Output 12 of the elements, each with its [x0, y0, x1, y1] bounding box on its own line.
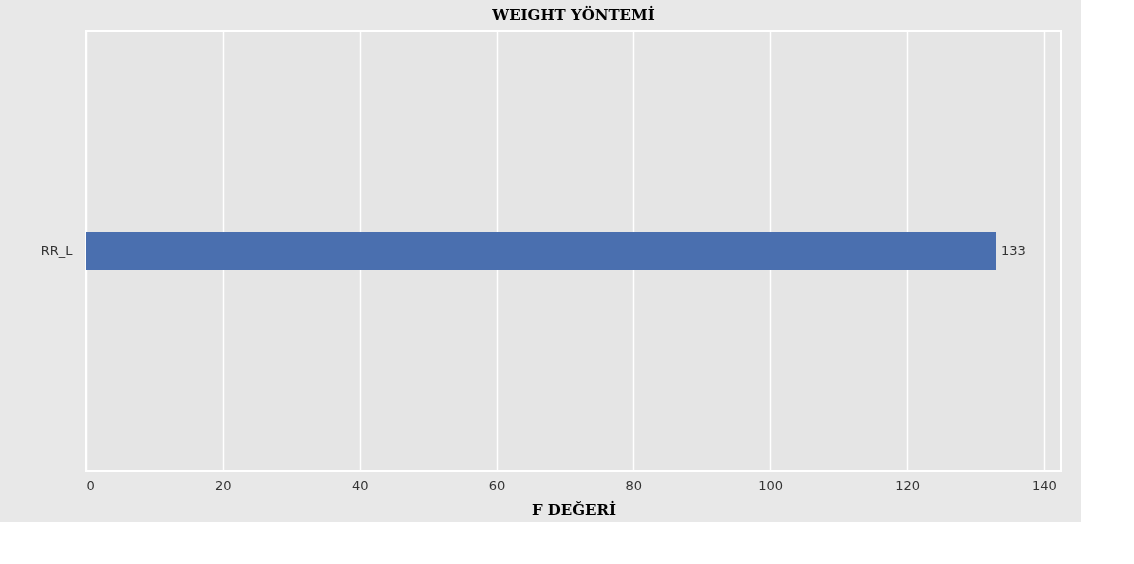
x-axis-title: F DEĞERİ: [531, 499, 617, 519]
x-tick-label: 40: [351, 477, 369, 493]
x-tick-label: 120: [895, 477, 920, 493]
y-tick-label: RR_L: [40, 243, 74, 258]
x-tick-label: 0: [86, 477, 95, 493]
x-tick-label: 100: [758, 477, 784, 493]
data-label: 133: [1001, 243, 1026, 258]
x-tick-label: 60: [488, 477, 506, 493]
x-tick-label: 80: [625, 477, 643, 493]
x-tick-label: 20: [215, 477, 232, 493]
x-tick-label: 140: [1031, 477, 1057, 493]
chart-title: WEIGHT YÖNTEMİ: [491, 5, 655, 24]
